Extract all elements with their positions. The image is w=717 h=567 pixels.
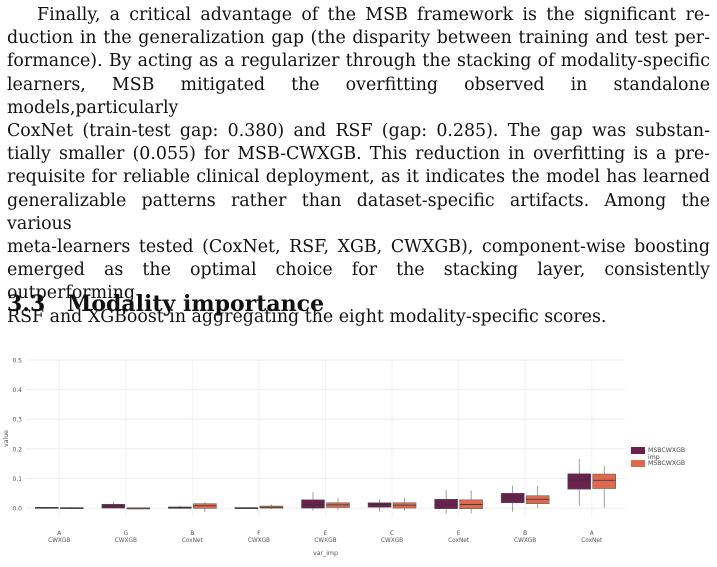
x-tick-label: CoxNet <box>182 538 204 544</box>
x-tick-label: E <box>324 531 328 537</box>
x-tick-label: CoxNet <box>581 538 603 544</box>
section-number: 3.3 <box>7 291 46 317</box>
section-heading: 3.3 Modality importance <box>7 291 324 317</box>
paragraph-line: tially smaller (0.055) for MSB-CWXGB. Th… <box>7 144 710 165</box>
paragraph-line: formance). By acting as a regularizer th… <box>7 51 710 72</box>
paragraph-line: duction in the generalization gap (the d… <box>7 28 710 49</box>
x-tick-label: CWXGB <box>48 538 70 544</box>
x-tick-label: E <box>457 531 461 537</box>
x-tick-label: CWXGB <box>381 538 403 544</box>
paragraph-line: Finally, a critical advantage of the MSB… <box>37 5 710 25</box>
y-tick-label: 0.1 <box>12 476 22 483</box>
x-tick-label: B <box>190 531 194 537</box>
x-tick-label: A <box>57 531 61 537</box>
legend-label: imp <box>648 454 660 461</box>
section-title: Modality importance <box>67 291 325 317</box>
legend-label: MSBCWXGB <box>648 460 685 467</box>
x-axis-title: var_imp <box>313 550 338 557</box>
x-tick-label: CWXGB <box>248 538 270 544</box>
paragraph-line: learners, MSB mitigated the overfitting … <box>7 74 710 118</box>
x-tick-label: C <box>390 531 394 537</box>
box <box>301 499 325 509</box>
modality-importance-boxplot: 0.00.10.20.30.40.5ACWXGBGCWXGBBCoxNetFCW… <box>3 358 685 558</box>
legend-label: MSBCWXGB <box>648 447 685 454</box>
y-tick-label: 0.4 <box>12 387 22 394</box>
box <box>367 502 392 508</box>
box <box>567 473 591 490</box>
y-tick-label: 0.5 <box>12 358 22 365</box>
y-tick-label: 0.3 <box>12 417 22 424</box>
y-tick-label: 0.2 <box>12 446 22 453</box>
paragraph-line: generalizable patterns rather than datas… <box>7 190 710 234</box>
paragraph-line: requisite for reliable clinical deployme… <box>7 167 710 188</box>
body-paragraph: Finally, a critical advantage of the MSB… <box>7 4 710 329</box>
x-tick-label: B <box>523 531 527 537</box>
x-tick-label: A <box>590 531 594 537</box>
box <box>592 473 616 489</box>
x-tick-label: CWXGB <box>514 538 536 544</box>
x-tick-label: F <box>257 531 260 537</box>
box <box>525 495 550 504</box>
legend-swatch <box>631 447 645 454</box>
legend-swatch <box>631 460 645 467</box>
x-tick-label: CWXGB <box>115 538 137 544</box>
paragraph-line: emerged as the optimal choice for the st… <box>7 260 710 304</box>
x-tick-label: G <box>124 531 129 537</box>
box <box>434 498 458 509</box>
paragraph-line: CoxNet (train-test gap: 0.380) and RSF (… <box>7 121 710 142</box>
x-tick-label: CWXGB <box>314 538 336 544</box>
y-axis-title: value <box>3 430 10 447</box>
x-tick-label: CoxNet <box>448 538 470 544</box>
paragraph-line: RSF and XGBoost in aggregating the eight… <box>7 306 607 327</box>
y-tick-label: 0.0 <box>12 506 22 513</box>
paragraph-line: meta-learners tested (CoxNet, RSF, XGB, … <box>7 237 710 258</box>
